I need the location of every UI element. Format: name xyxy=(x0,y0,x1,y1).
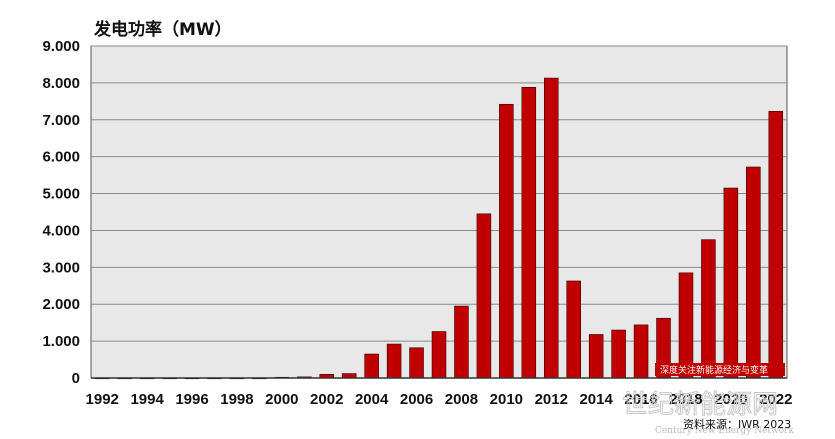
x-tick-label: 1996 xyxy=(175,391,208,408)
x-tick-label: 2010 xyxy=(490,391,523,408)
y-axis-ticks: 0 1.000 2.000 3.000 4.000 5.000 6.000 7.000 8.00… xyxy=(42,38,80,387)
y-tick-label: 5.000 xyxy=(42,186,80,203)
bar-2018 xyxy=(678,272,694,379)
y-tick-label: 8.000 xyxy=(42,75,80,92)
x-tick-label: 2022 xyxy=(759,391,792,408)
bar-2004 xyxy=(364,353,379,379)
bar-2015 xyxy=(611,329,626,379)
bar-2019 xyxy=(701,239,716,379)
x-tick-label: 2014 xyxy=(579,391,613,408)
x-tick-label: 2016 xyxy=(624,391,657,408)
x-tick-label: 2020 xyxy=(714,391,747,408)
bar-2020 xyxy=(723,187,739,379)
bar-2012 xyxy=(543,77,559,379)
x-tick-label: 2006 xyxy=(400,391,433,408)
bar-2022 xyxy=(768,110,784,379)
x-tick-label: 2004 xyxy=(355,391,389,408)
x-tick-label: 2002 xyxy=(310,391,343,408)
watermark: 世纪新能源网 Century New Energy Network xyxy=(622,390,795,437)
watermark-text: 世纪新能源网 xyxy=(622,390,778,420)
plot-area xyxy=(90,45,788,379)
bar-2021 xyxy=(746,166,761,379)
bar-2010 xyxy=(499,103,514,379)
x-tick-label: 1994 xyxy=(130,391,164,408)
y-tick-label: 0 xyxy=(72,370,80,387)
bar-2014 xyxy=(588,334,604,379)
bar-2011 xyxy=(521,87,537,379)
y-tick-label: 3.000 xyxy=(42,259,80,276)
banner xyxy=(655,363,785,376)
bar-2016 xyxy=(633,324,649,379)
x-tick-label: 1992 xyxy=(86,391,119,408)
banner-text: 深度关注新能源经济与变革 xyxy=(660,364,768,376)
y-tick-label: 7.000 xyxy=(42,112,80,129)
gridlines xyxy=(91,45,787,342)
x-tick-label: 2012 xyxy=(535,391,568,408)
bar-2006 xyxy=(409,347,424,379)
source-note: 资料来源：IWR 2023 xyxy=(683,417,791,431)
bar-2005 xyxy=(386,343,402,379)
chart-title: 发电功率（MW） xyxy=(93,19,232,40)
y-tick-label: 2.000 xyxy=(42,296,80,313)
y-tick-label: 6.000 xyxy=(42,149,80,166)
watermark-subtext: Century New Energy Network xyxy=(655,426,794,436)
x-tick-label: 2008 xyxy=(445,391,478,408)
bar-2008 xyxy=(454,305,469,379)
y-tick-label: 1.000 xyxy=(42,333,80,350)
x-axis-ticks: 1992 1994 1996 1998 2000 2002 2004 2006 2008 2010… xyxy=(86,391,793,408)
y-tick-label: 4.000 xyxy=(42,222,80,239)
x-tick-label: 1998 xyxy=(220,391,253,408)
bar-2013 xyxy=(566,280,581,379)
bar-2007 xyxy=(431,331,447,379)
bar-2009 xyxy=(476,213,492,379)
y-tick-label: 9.000 xyxy=(42,38,80,55)
x-tick-label: 2018 xyxy=(669,391,702,408)
x-tick-label: 2000 xyxy=(265,391,298,408)
